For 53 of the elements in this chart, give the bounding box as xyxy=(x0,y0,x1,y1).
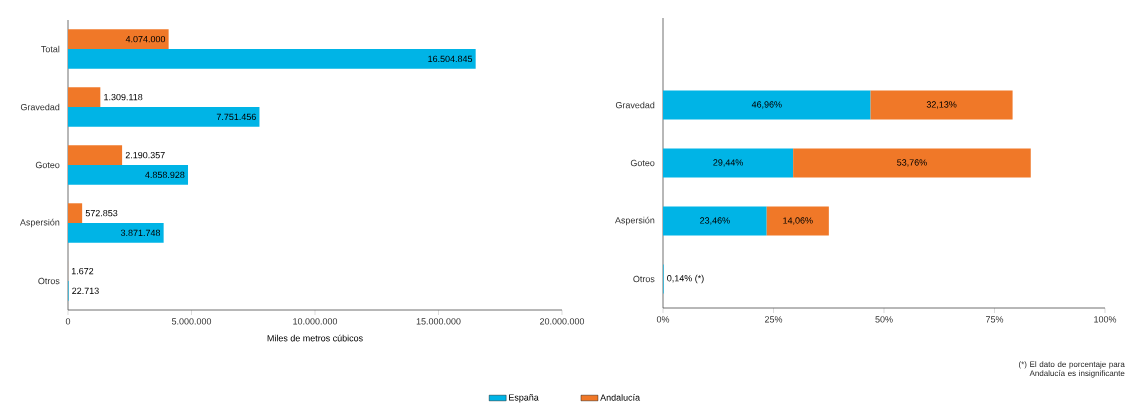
bar xyxy=(68,223,164,243)
bar xyxy=(663,206,767,236)
y-tick-label: Total xyxy=(41,45,60,53)
data-label: 23,46% xyxy=(700,217,730,225)
bar xyxy=(68,203,83,223)
bar xyxy=(68,107,260,127)
data-label: 2.190.357 xyxy=(125,151,165,159)
x-tick-label: 0 xyxy=(65,318,71,325)
y-tick-label: Gravedad xyxy=(615,101,655,109)
data-label: 0,14% (*) xyxy=(667,274,704,284)
y-tick-label: Goteo xyxy=(630,159,655,167)
bar xyxy=(68,49,476,69)
bar xyxy=(663,90,871,120)
data-label: 1.672 xyxy=(71,267,94,275)
x-tick-label: 5.000.000 xyxy=(171,318,212,325)
data-label: 4.858.928 xyxy=(145,171,185,179)
data-label: 572.853 xyxy=(85,209,118,217)
x-tick-label: 15.000.000 xyxy=(416,318,461,325)
x-axis-title: Miles de metros cúbicos xyxy=(267,334,363,342)
bar xyxy=(68,29,169,49)
legend-label: España xyxy=(509,394,539,403)
data-label: 4.074.000 xyxy=(125,35,166,43)
y-tick-label: Aspersión xyxy=(19,218,60,228)
data-label: 3.871.748 xyxy=(120,229,161,237)
bar xyxy=(793,148,1031,178)
y-tick-label: Otros xyxy=(38,277,60,285)
x-tick-label: 25% xyxy=(764,316,783,323)
data-label: 14,06% xyxy=(783,217,813,225)
legend-label: Andalucía xyxy=(600,394,641,401)
y-tick-label: Aspersión xyxy=(614,216,655,226)
x-tick-label: 50% xyxy=(875,316,893,323)
bar xyxy=(766,206,829,236)
bar xyxy=(68,145,123,165)
y-tick-label: Otros xyxy=(633,275,655,283)
x-tick-label: 75% xyxy=(985,316,1004,323)
data-label: 53,76% xyxy=(897,159,927,167)
bar xyxy=(663,148,794,178)
bar xyxy=(870,90,1013,120)
x-tick-label: 20.000.000 xyxy=(540,318,585,325)
y-tick-label: Gravedad xyxy=(20,103,60,111)
bar xyxy=(68,87,101,107)
y-tick-label: Goteo xyxy=(35,161,60,169)
x-tick-label: 10.000.000 xyxy=(293,318,338,325)
data-label: 7.751.456 xyxy=(216,113,256,121)
data-label: 16.504.845 xyxy=(428,55,473,63)
bar xyxy=(68,165,189,185)
data-label: 29,44% xyxy=(713,159,743,167)
data-label: 46,96% xyxy=(751,101,782,109)
data-label: 32,13% xyxy=(926,101,957,109)
data-label: 22.713 xyxy=(72,287,99,295)
x-tick-label: 100% xyxy=(1094,316,1117,323)
x-tick-label: 0% xyxy=(656,316,670,323)
data-label: 1.309.118 xyxy=(104,93,143,101)
